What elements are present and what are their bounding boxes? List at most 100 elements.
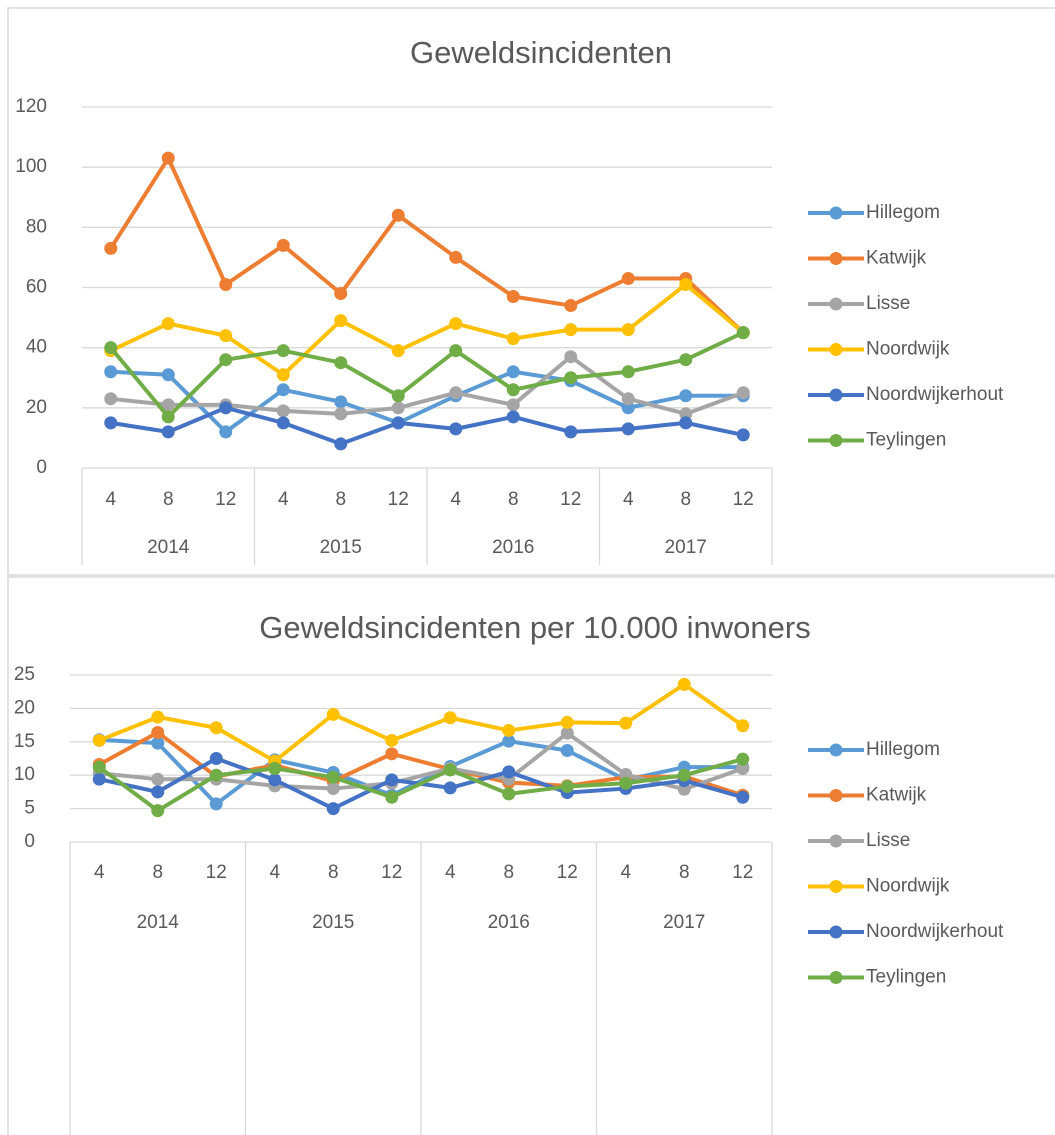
chart-title: Geweldsincidenten per 10.000 inwoners	[259, 610, 810, 645]
data-point	[621, 323, 635, 337]
data-point	[151, 725, 165, 739]
data-point	[276, 344, 290, 358]
data-point	[161, 317, 175, 331]
data-point	[276, 416, 290, 430]
data-point	[92, 733, 106, 747]
data-point	[209, 752, 223, 765]
series-line	[109, 282, 745, 377]
series-line	[98, 757, 744, 813]
data-point	[276, 238, 290, 252]
x-tick-label: 4	[269, 862, 280, 883]
x-tick-label: 8	[503, 862, 514, 883]
legend-label: Teylingen	[866, 430, 946, 451]
data-point	[506, 398, 520, 412]
data-point	[443, 763, 457, 777]
series-line	[109, 156, 745, 335]
x-tick-label: 12	[557, 862, 578, 883]
data-point	[736, 386, 750, 400]
x-tick-label: 12	[733, 489, 754, 510]
data-point	[151, 785, 165, 799]
legend-marker	[829, 252, 843, 265]
y-tick-label: 0	[36, 457, 47, 478]
data-point	[151, 772, 165, 786]
data-point	[391, 344, 405, 358]
data-point	[449, 422, 463, 436]
data-point	[334, 287, 348, 301]
x-tick-label: 12	[381, 862, 402, 883]
data-point	[326, 782, 340, 796]
data-point	[564, 299, 578, 313]
series-line	[110, 405, 744, 446]
y-tick-label: 40	[26, 337, 47, 358]
x-group-label: 2015	[312, 912, 354, 933]
data-point	[104, 365, 118, 379]
data-point	[276, 368, 290, 382]
data-point	[679, 389, 693, 403]
series-line	[109, 330, 745, 419]
data-point	[506, 365, 520, 379]
data-point	[385, 773, 399, 787]
legend-label: Noordwijk	[866, 876, 950, 897]
x-group-label: 2014	[147, 537, 190, 558]
legend-marker	[829, 343, 843, 356]
y-tick-label: 10	[14, 764, 35, 785]
legend-marker	[829, 434, 843, 447]
x-tick-label: 4	[445, 862, 456, 883]
data-point	[151, 804, 165, 818]
data-point	[621, 271, 635, 285]
data-point	[385, 747, 399, 761]
legend-marker	[829, 297, 843, 311]
y-tick-label: 80	[26, 216, 47, 237]
data-point	[391, 208, 405, 222]
data-point	[104, 341, 118, 355]
data-point	[92, 760, 106, 774]
data-point	[502, 765, 516, 779]
legend-label: Teylingen	[866, 967, 946, 988]
x-group-label: 2017	[663, 912, 705, 933]
y-tick-label: 25	[14, 664, 35, 685]
x-tick-label: 12	[215, 489, 236, 510]
data-point	[679, 353, 693, 367]
legend-marker	[829, 743, 843, 757]
x-tick-label: 12	[560, 489, 581, 510]
x-tick-label: 4	[623, 489, 634, 510]
data-point	[161, 398, 175, 412]
data-point	[506, 290, 520, 304]
data-point	[679, 416, 693, 430]
data-point	[209, 797, 223, 811]
x-tick-label: 4	[94, 862, 105, 883]
data-point	[268, 773, 282, 787]
data-point	[564, 425, 578, 439]
data-point	[449, 317, 463, 331]
data-point	[736, 719, 750, 733]
data-point	[334, 437, 348, 451]
data-point	[326, 802, 340, 816]
x-tick-label: 4	[450, 489, 461, 510]
series-line	[110, 354, 744, 416]
x-tick-label: 8	[679, 862, 690, 883]
data-point	[621, 392, 635, 406]
data-point	[621, 422, 635, 436]
x-tick-label: 4	[278, 489, 289, 510]
data-point	[151, 710, 165, 724]
x-tick-label: 8	[163, 489, 174, 510]
data-point	[385, 790, 399, 804]
data-point	[449, 386, 463, 400]
data-point	[679, 407, 693, 421]
x-tick-label: 12	[206, 862, 227, 883]
x-tick-label: 12	[388, 489, 409, 510]
chart-frame	[7, 576, 1055, 1135]
data-point	[219, 329, 233, 343]
x-tick-label: 4	[105, 489, 116, 510]
y-tick-label: 0	[24, 831, 35, 852]
data-point	[560, 715, 574, 729]
legend-marker	[829, 789, 843, 802]
legend-label: Hillegom	[866, 739, 940, 760]
data-point	[219, 353, 233, 367]
data-point	[564, 350, 578, 364]
y-tick-label: 20	[14, 697, 35, 718]
x-group-label: 2016	[492, 537, 534, 558]
y-tick-label: 120	[15, 96, 47, 117]
legend-label: Katwijk	[866, 785, 927, 806]
